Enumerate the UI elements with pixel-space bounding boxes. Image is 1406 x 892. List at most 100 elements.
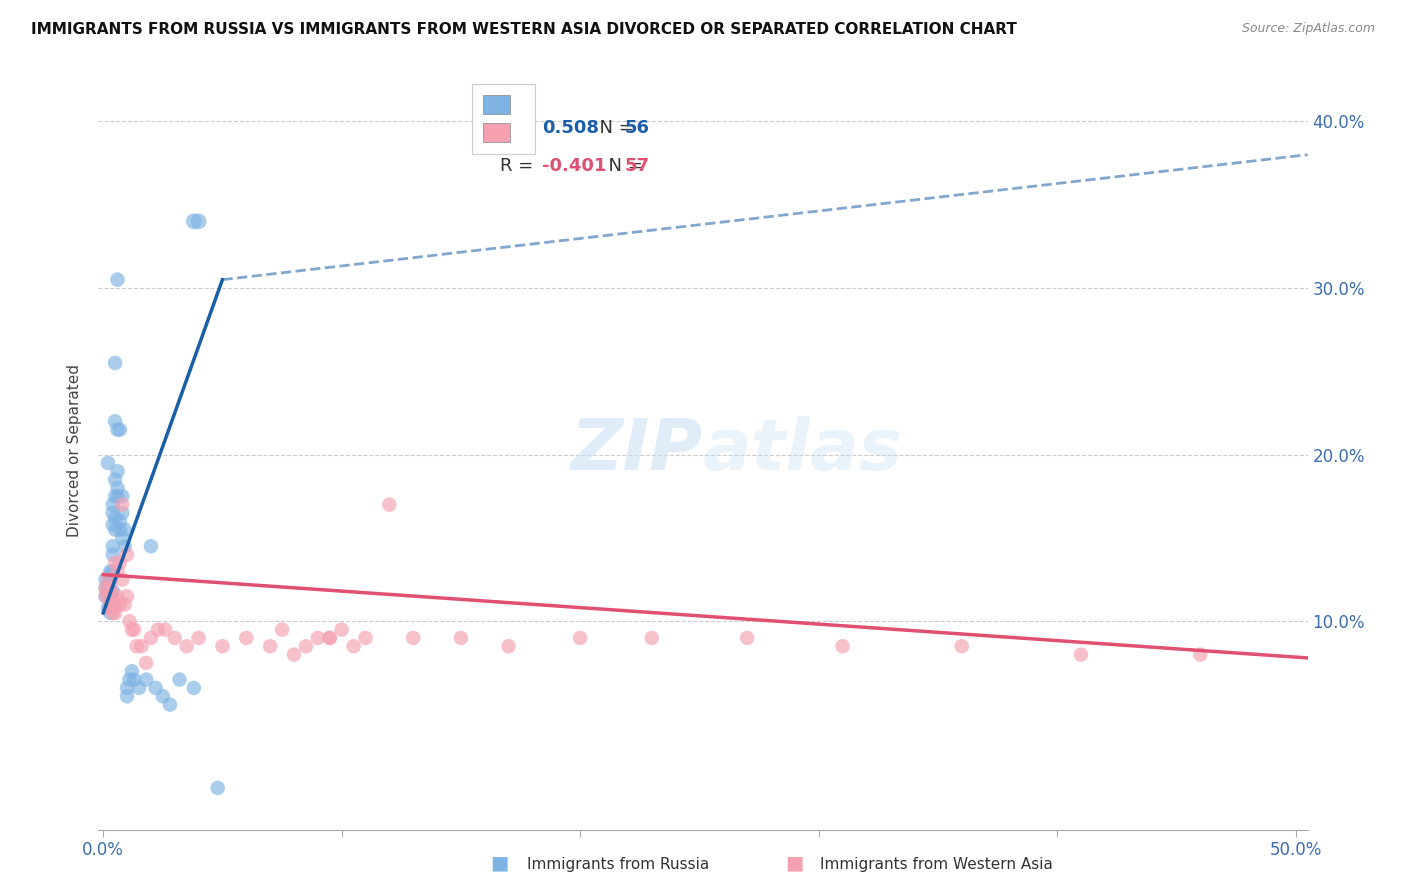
Point [107,589,129,603]
Text: 57: 57 [624,157,650,175]
Point [107,273,129,287]
Point [1189,648,1212,662]
Point [98,581,121,595]
Point [94,581,117,595]
Point [139,539,162,553]
Point [97,584,120,599]
Point [121,665,143,679]
Point [135,673,157,687]
Point [319,631,342,645]
Point [101,601,124,615]
Point [104,523,127,537]
Text: IMMIGRANTS FROM RUSSIA VS IMMIGRANTS FROM WESTERN ASIA DIVORCED OR SEPARATED COR: IMMIGRANTS FROM RUSSIA VS IMMIGRANTS FRO… [31,22,1017,37]
Point [97,573,120,587]
Point [94,589,117,603]
Point [330,623,353,637]
Text: R =: R = [501,157,538,175]
Point [122,623,145,637]
Point [569,631,592,645]
Point [98,584,121,599]
Point [101,506,124,520]
Point [108,523,131,537]
Text: Immigrants from Western Asia: Immigrants from Western Asia [820,857,1053,872]
Point [104,556,127,570]
Text: Immigrants from Russia: Immigrants from Russia [527,857,710,872]
Point [94,573,117,587]
Legend: , : , [472,84,536,153]
Point [98,598,121,612]
Point [107,489,129,503]
Point [111,489,134,503]
Point [98,601,121,615]
Point [108,514,131,528]
Point [259,640,281,654]
Text: 0.508: 0.508 [543,120,599,137]
Point [235,631,257,645]
Text: N =: N = [596,157,648,175]
Point [153,623,176,637]
Text: ■: ■ [785,854,804,872]
Point [146,623,169,637]
Point [641,631,664,645]
Point [135,656,157,670]
Point [114,523,136,537]
Point [118,673,141,687]
Point [183,214,205,228]
Point [378,498,401,512]
Point [107,564,129,578]
Point [114,598,136,612]
Point [101,598,124,612]
Point [115,681,138,695]
Point [1070,648,1092,662]
Text: N =: N = [588,120,640,137]
Point [98,567,121,582]
Point [98,564,121,578]
Point [104,511,127,525]
Text: ZIP: ZIP [571,416,703,485]
Point [111,498,134,512]
Point [104,356,127,370]
Point [169,673,191,687]
Point [128,681,150,695]
Point [283,648,305,662]
Point [402,631,425,645]
Text: -0.401: -0.401 [543,157,606,175]
Point [104,598,127,612]
Point [108,556,131,570]
Point [139,631,162,645]
Point [98,594,121,608]
Point [163,631,186,645]
Point [107,464,129,478]
Point [950,640,973,654]
Point [104,414,127,428]
Point [101,548,124,562]
Point [101,517,124,532]
Point [107,481,129,495]
Point [342,640,364,654]
Point [111,506,134,520]
Point [831,640,853,654]
Point [98,573,121,587]
Point [104,489,127,503]
Point [98,594,121,608]
Point [319,631,342,645]
Point [187,214,209,228]
Point [115,548,138,562]
Point [108,423,131,437]
Point [101,589,124,603]
Point [101,564,124,578]
Point [101,539,124,553]
Text: ■: ■ [489,854,509,872]
Point [187,631,209,645]
Point [111,573,134,587]
Point [498,640,520,654]
Point [122,673,145,687]
Point [125,640,148,654]
Point [101,606,124,620]
Text: 56: 56 [624,120,650,137]
Point [145,681,167,695]
Point [450,631,472,645]
Point [354,631,377,645]
Point [115,690,138,704]
Point [94,589,117,603]
